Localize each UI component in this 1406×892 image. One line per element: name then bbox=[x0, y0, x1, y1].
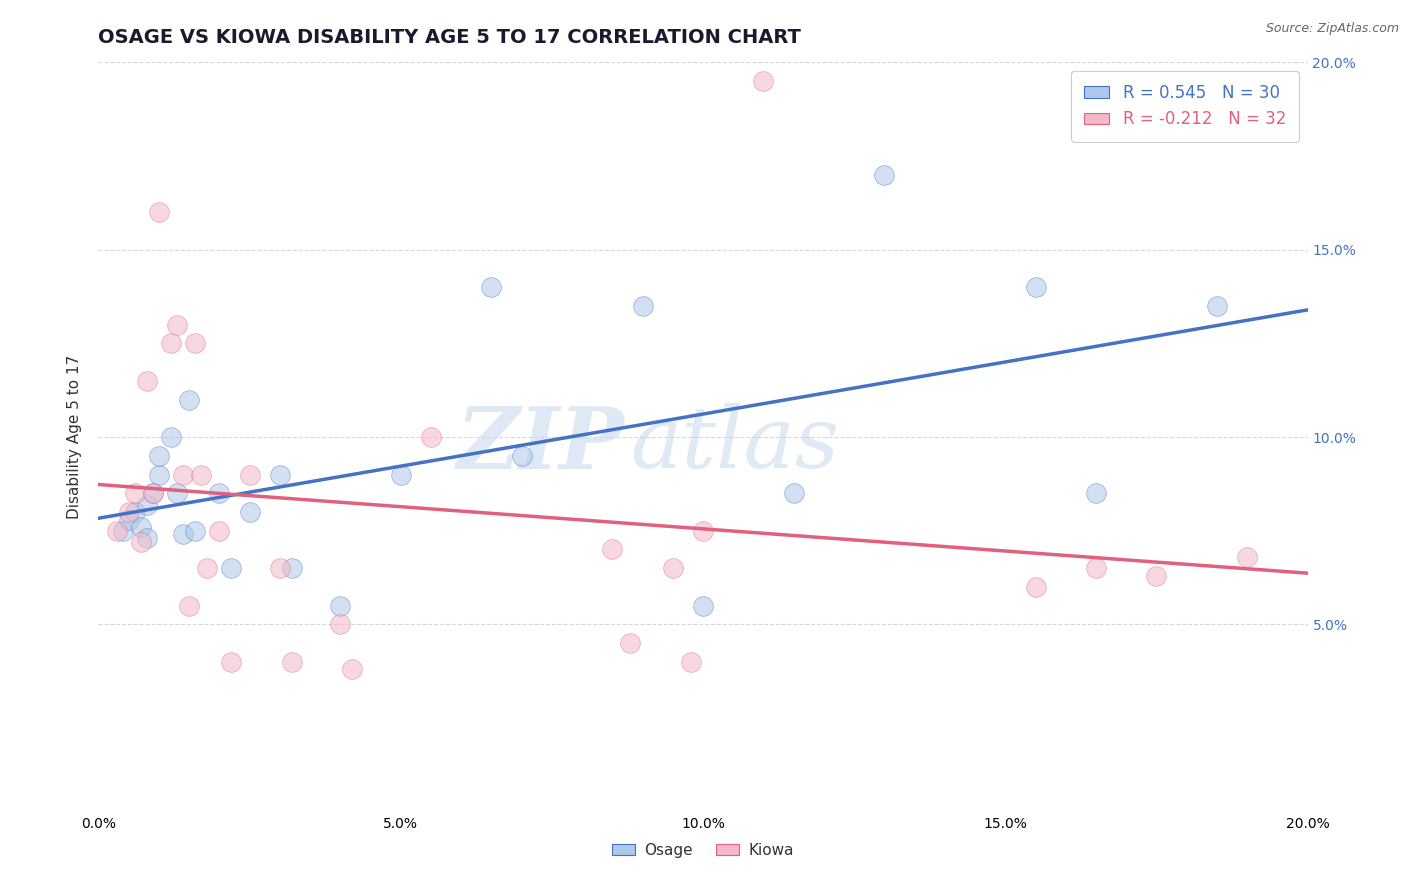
Point bbox=[118, 505, 141, 519]
Point bbox=[1206, 299, 1229, 313]
Point bbox=[172, 467, 194, 482]
Point bbox=[619, 636, 641, 650]
Point bbox=[1085, 486, 1108, 500]
Point bbox=[208, 486, 231, 500]
Point bbox=[184, 524, 207, 538]
Point bbox=[692, 599, 714, 613]
Point bbox=[142, 486, 165, 500]
Text: OSAGE VS KIOWA DISABILITY AGE 5 TO 17 CORRELATION CHART: OSAGE VS KIOWA DISABILITY AGE 5 TO 17 CO… bbox=[98, 28, 801, 47]
Point bbox=[129, 535, 152, 549]
Point bbox=[166, 486, 188, 500]
Point bbox=[172, 527, 194, 541]
Point bbox=[510, 449, 533, 463]
Point bbox=[1236, 549, 1258, 564]
Point bbox=[481, 280, 503, 294]
Point bbox=[752, 74, 775, 88]
Point bbox=[1085, 561, 1108, 575]
Point bbox=[135, 374, 157, 388]
Legend: Osage, Kiowa: Osage, Kiowa bbox=[606, 837, 800, 864]
Point bbox=[783, 486, 806, 500]
Point bbox=[195, 561, 218, 575]
Point bbox=[148, 449, 170, 463]
Point bbox=[148, 205, 170, 219]
Point bbox=[692, 524, 714, 538]
Point bbox=[148, 467, 170, 482]
Point bbox=[1144, 568, 1167, 582]
Point bbox=[281, 655, 304, 669]
Point bbox=[281, 561, 304, 575]
Point bbox=[208, 524, 231, 538]
Point bbox=[631, 299, 654, 313]
Point bbox=[269, 561, 291, 575]
Point bbox=[420, 430, 443, 444]
Point bbox=[124, 505, 146, 519]
Point bbox=[135, 531, 157, 545]
Point bbox=[179, 392, 201, 407]
Text: atlas: atlas bbox=[630, 403, 839, 486]
Text: ZIP: ZIP bbox=[457, 403, 624, 486]
Point bbox=[389, 467, 412, 482]
Point bbox=[269, 467, 291, 482]
Point bbox=[118, 512, 141, 526]
Point bbox=[221, 561, 243, 575]
Point bbox=[329, 617, 352, 632]
Point bbox=[160, 430, 183, 444]
Point bbox=[160, 336, 183, 351]
Point bbox=[166, 318, 188, 332]
Point bbox=[184, 336, 207, 351]
Point bbox=[179, 599, 201, 613]
Point bbox=[602, 542, 624, 557]
Point bbox=[142, 486, 165, 500]
Text: Source: ZipAtlas.com: Source: ZipAtlas.com bbox=[1265, 22, 1399, 36]
Point bbox=[190, 467, 212, 482]
Point bbox=[873, 168, 896, 182]
Point bbox=[111, 524, 134, 538]
Point bbox=[661, 561, 683, 575]
Point bbox=[329, 599, 352, 613]
Point bbox=[135, 498, 157, 512]
Point bbox=[221, 655, 243, 669]
Point bbox=[239, 467, 262, 482]
Point bbox=[342, 662, 364, 676]
Point bbox=[1024, 580, 1046, 594]
Point bbox=[1024, 280, 1046, 294]
Point bbox=[105, 524, 128, 538]
Y-axis label: Disability Age 5 to 17: Disability Age 5 to 17 bbox=[67, 355, 83, 519]
Point bbox=[239, 505, 262, 519]
Point bbox=[124, 486, 146, 500]
Point bbox=[679, 655, 702, 669]
Point bbox=[129, 520, 152, 534]
